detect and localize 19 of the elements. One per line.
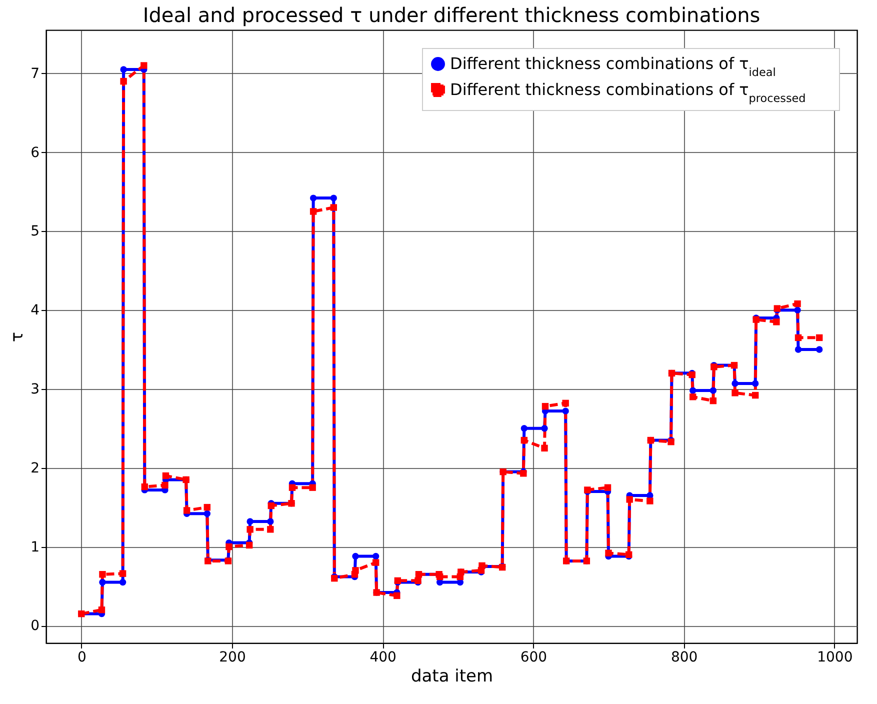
legend-label: Different thickness combinations of τ$_{processed}$ [450, 80, 806, 104]
y-tick-label: 0 [30, 618, 40, 634]
legend-label: Different thickness combinations of τ$_{ideal}$ [450, 54, 776, 78]
x-tick-label: 600 [520, 650, 548, 666]
y-tick-label: 3 [30, 381, 40, 398]
y-axis-title: τ [8, 332, 28, 342]
x-tick-label: 0 [77, 650, 86, 666]
x-tick-label: 200 [219, 650, 246, 666]
y-tick-label: 5 [30, 224, 40, 240]
y-tick-label: 4 [30, 302, 40, 319]
x-tick-label: 400 [370, 650, 396, 666]
y-tick-label: 1 [30, 539, 40, 556]
y-tick-label: 6 [30, 144, 40, 161]
x-tick-label: 1000 [817, 650, 853, 666]
x-tick-label: 800 [670, 650, 698, 666]
y-tick-label: 2 [30, 460, 40, 476]
chart-title: Ideal and processed τ under different thickness combinations [142, 3, 760, 27]
y-tick-label: 7 [30, 66, 40, 82]
x-axis-title: data item [410, 666, 494, 686]
